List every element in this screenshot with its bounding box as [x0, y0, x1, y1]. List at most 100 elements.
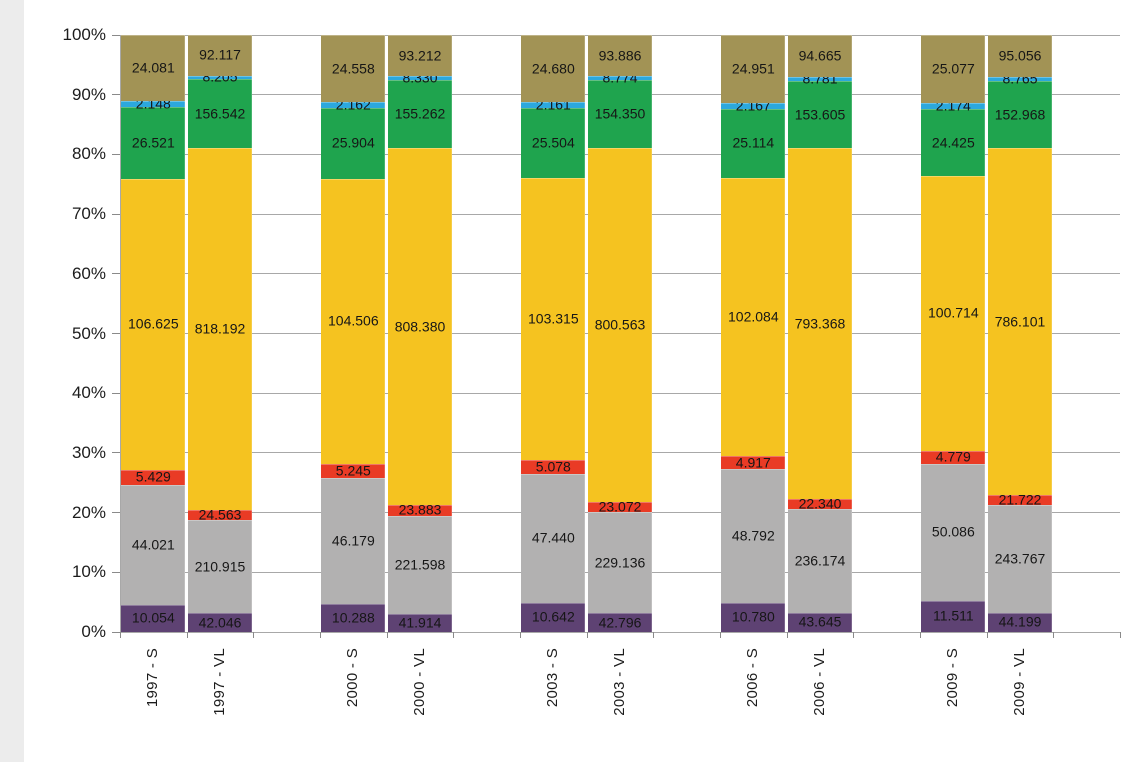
value-label: 10.780: [731, 608, 775, 625]
blue-segment: [788, 76, 852, 81]
x-axis-tick: [920, 632, 921, 638]
olive-segment: [921, 35, 986, 104]
x-axis-label: 1997 - VL: [211, 648, 228, 716]
y-axis-label: 0%: [81, 622, 106, 641]
gray-segment: [588, 512, 652, 614]
blue-segment: [921, 103, 986, 110]
olive-segment: [988, 35, 1052, 77]
value-label: 44.021: [131, 536, 175, 553]
red-segment: [188, 509, 252, 521]
y-axis-tick: [112, 631, 120, 633]
x-axis-tick: [653, 632, 655, 638]
value-label: 100.714: [928, 304, 979, 321]
y-axis-label: 60%: [71, 263, 106, 283]
purple-segment: [388, 613, 452, 632]
x-axis-label: 2000 - VL: [411, 648, 428, 716]
y-axis-tick: [112, 34, 120, 36]
value-label: 24.558: [331, 60, 375, 76]
value-label: 41.914: [398, 614, 442, 631]
olive-segment: [521, 35, 586, 103]
x-axis-tick: [186, 632, 188, 638]
green-segment: [388, 79, 452, 149]
value-label: 154.350: [594, 105, 646, 122]
y-axis-label: 10%: [71, 562, 106, 582]
value-label: 11.511: [932, 607, 974, 624]
value-label: 808.380: [394, 318, 446, 335]
value-label: 221.598: [394, 556, 446, 573]
yellow-segment: [921, 176, 986, 451]
green-segment: [988, 80, 1052, 149]
value-label: 24.680: [531, 60, 575, 77]
value-label: 10.642: [531, 608, 575, 625]
x-axis-tick: [253, 632, 255, 638]
y-axis-tick: [112, 333, 120, 334]
value-label: 25.077: [931, 60, 975, 77]
value-label: 26.521: [131, 134, 175, 151]
yellow-segment: [388, 148, 452, 506]
x-axis-tick: [586, 632, 588, 638]
value-label: 24.563: [198, 506, 242, 523]
y-axis-tick: [112, 94, 120, 96]
gray-segment: [721, 469, 786, 603]
olive-segment: [721, 35, 786, 104]
gray-segment: [121, 484, 186, 605]
olive-segment: [588, 35, 652, 77]
value-label: 104.506: [328, 312, 379, 329]
value-label: 46.179: [331, 532, 375, 549]
x-axis-tick: [986, 632, 988, 638]
value-label: 42.046: [198, 614, 242, 631]
olive-segment: [188, 35, 252, 76]
green-segment: [921, 109, 986, 177]
y-axis-label: 80%: [71, 144, 106, 164]
gray-segment: [321, 477, 386, 604]
value-label: 210.915: [194, 558, 246, 575]
value-label: 43.645: [798, 613, 842, 630]
value-label: 5.245: [335, 462, 371, 479]
gray-segment: [921, 463, 986, 601]
green-segment: [788, 80, 852, 149]
y-axis-tick: [112, 392, 120, 394]
olive-segment: [788, 35, 852, 77]
value-label: 243.767: [994, 550, 1046, 567]
x-axis-tick: [520, 632, 521, 638]
blue-segment: [188, 75, 252, 80]
value-label: 24.081: [131, 59, 175, 76]
value-label: 92.117: [199, 46, 241, 63]
y-axis-tick: [112, 452, 120, 454]
bar-2009-vl: 44.199 243.767 21.722 786.101 152.968 8.765 95…: [988, 35, 1052, 632]
value-label: 155.262: [394, 105, 446, 122]
y-axis-tick: [112, 571, 120, 573]
blue-segment: [988, 76, 1052, 81]
yellow-segment: [121, 178, 186, 470]
y-axis-label: 70%: [71, 204, 106, 224]
value-label: 4.917: [735, 454, 771, 471]
value-label: 47.440: [531, 529, 575, 546]
y-axis-tick: [112, 153, 120, 155]
y-axis-tick: [112, 273, 120, 275]
value-label: 5.078: [535, 458, 571, 475]
gray-segment: [988, 504, 1052, 613]
green-segment: [721, 109, 786, 178]
value-label: 153.605: [794, 106, 846, 123]
x-axis-tick: [386, 632, 388, 638]
bar-2009-s: 11.511 50.086 4.779 100.714 24.425 2.174 25.07…: [921, 35, 986, 632]
blue-segment: [721, 103, 786, 109]
red-segment: [388, 505, 452, 516]
x-axis-label: 2006 - S: [744, 648, 762, 708]
red-segment: [588, 501, 652, 512]
red-segment: [721, 456, 786, 470]
blue-segment: [521, 102, 586, 109]
bar-1997-vl: 42.046 210.915 24.563 818.192 156.542 8.205 92…: [188, 35, 252, 632]
x-axis-tick: [720, 632, 721, 638]
value-label: 93.886: [598, 47, 642, 64]
value-label: 229.136: [594, 554, 646, 571]
bar-2006-s: 10.780 48.792 4.917 102.084 25.114 2.167 24.95…: [721, 35, 786, 632]
x-axis-line: [120, 632, 1120, 633]
purple-segment: [788, 612, 852, 632]
x-axis-tick: [120, 632, 121, 638]
bar-1997-s: 10.054 44.021 5.429 106.625 26.521 2.148 24.08…: [121, 35, 186, 632]
y-axis-label: 50%: [71, 323, 106, 343]
purple-segment: [521, 602, 586, 632]
purple-segment: [321, 603, 386, 632]
